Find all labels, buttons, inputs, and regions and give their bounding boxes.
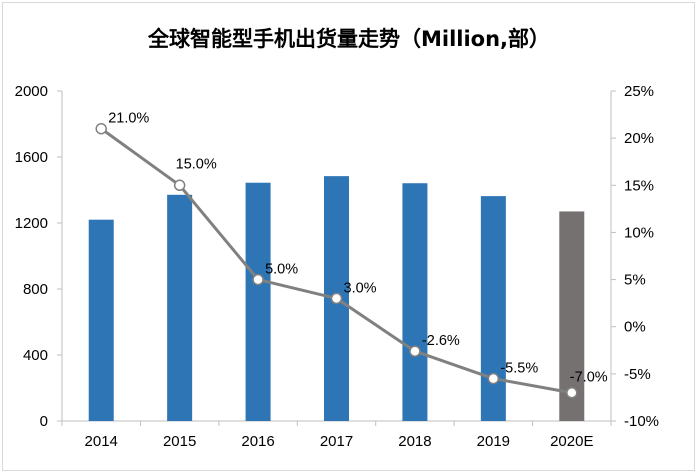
left-tick-label: 2000 [15,83,48,100]
x-tick-label: 2018 [398,433,431,450]
bar [88,219,114,421]
right-tick-label: 20% [624,130,654,147]
right-tick-label: 25% [624,83,654,100]
x-tick-label: 2017 [320,433,353,450]
line-data-label: -5.5% [500,361,538,377]
line-data-label: -2.6% [422,333,460,349]
line-point [487,372,500,385]
right-tick-label: -10% [624,413,659,430]
axes: 0 400 800 1200 1600 2000 -10% -5% 0% 5% 10% 15% 20% 2… [15,83,659,450]
left-tick-label: 1600 [15,149,48,166]
right-tick-label: 15% [624,177,654,194]
line-data-label: 21.0% [108,111,149,127]
line-data-label: 15.0% [176,156,217,172]
line-point [95,122,107,135]
bar-series [88,176,585,421]
right-tick-label: -5% [624,366,651,383]
x-tick-label: 2014 [85,433,118,450]
line-point [252,273,264,286]
right-tick-label: 0% [624,319,646,336]
bar [559,211,585,421]
x-tick-label: 2019 [477,433,510,450]
x-tick-label: 2015 [163,433,196,450]
line-data-label: 5.0% [265,262,298,278]
x-tick-label: 2020E [550,433,593,450]
data-labels: 21.0% 15.0% 5.0% 3.0% -2.6% -5.5% -7.0% [108,111,608,386]
x-tick-label: 2016 [241,433,274,450]
right-tick-label: 5% [624,272,646,289]
bar [480,196,506,421]
left-tick-label: 400 [23,347,48,364]
line-point [173,179,186,192]
line-data-label: 3.0% [344,280,377,296]
left-tick-label: 800 [23,281,48,298]
bar [167,194,193,421]
line-point [566,386,578,399]
line-series [95,122,578,399]
right-tick-label: 10% [624,224,654,241]
line-data-label: -7.0% [570,370,608,386]
chart-title: 全球智能型手机出货量走势（Million,部） [147,27,550,51]
line-point [409,345,421,357]
bar [402,183,428,421]
left-tick-label: 1200 [15,215,48,232]
line-point [330,292,343,305]
bar [245,182,271,421]
left-tick-label: 0 [40,413,48,430]
